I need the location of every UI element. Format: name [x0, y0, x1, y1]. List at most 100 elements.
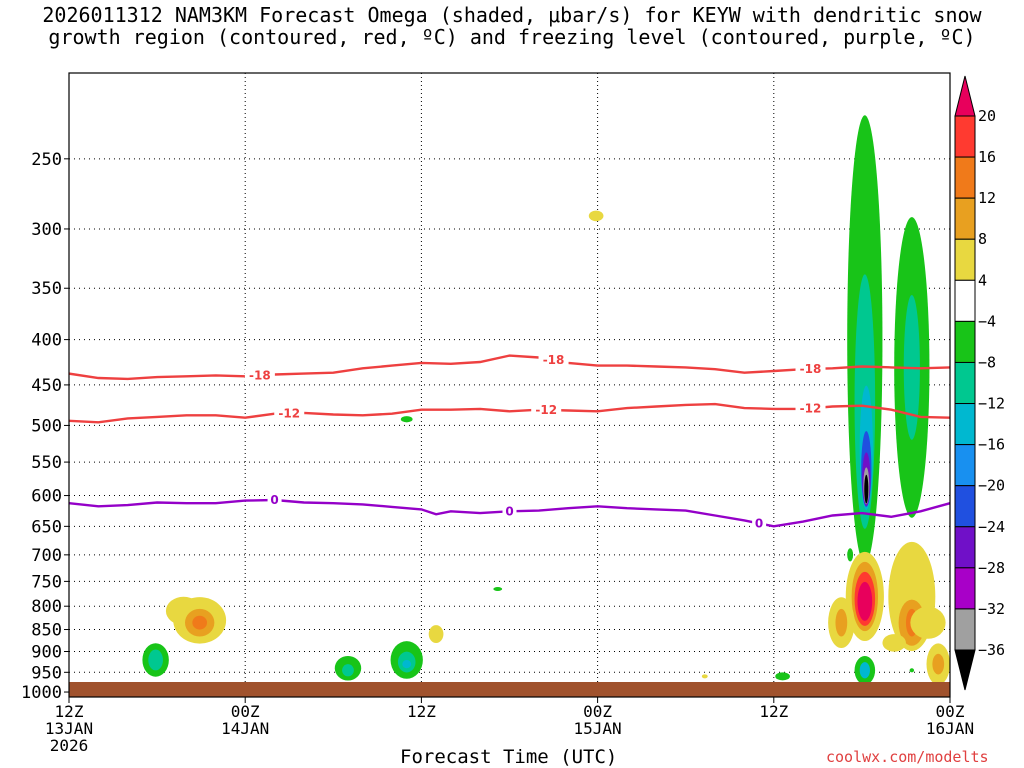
colorbar-label: −20: [978, 477, 1005, 495]
colorbar-label: −12: [978, 395, 1005, 413]
colorbar-label: 8: [978, 230, 987, 248]
ground-surface: [69, 682, 950, 697]
y-tick-label: 700: [31, 546, 62, 566]
omega-shade-cell: [192, 615, 208, 630]
omega-shade-cell: [864, 474, 869, 504]
contour-label: -12: [800, 401, 822, 415]
contour-label-bg: [267, 492, 282, 508]
colorbar-segment: [954, 485, 976, 528]
colorbar-label: 12: [978, 189, 996, 207]
omega-shade-cell: [835, 608, 848, 637]
y-tick-label: 850: [31, 621, 62, 641]
grid-lines: [68, 73, 951, 697]
y-tick-label: 550: [31, 453, 62, 473]
x-tick-label: 12Z: [407, 702, 436, 721]
omega-shade-cell: [461, 0, 505, 33]
contour-label: 0: [270, 493, 278, 507]
colorbar-label: 16: [978, 148, 996, 166]
x-tick-label: 14JAN: [221, 719, 269, 738]
contour-label: -18: [249, 368, 271, 382]
contour-label-bg: [795, 400, 826, 416]
y-tick-label: 500: [31, 416, 62, 436]
y-tick-label: 300: [31, 220, 62, 240]
omega-shade-cell: [910, 606, 946, 639]
y-tick-label: 350: [31, 279, 62, 299]
contour-label-bg: [274, 405, 305, 421]
y-tick-label: 400: [31, 331, 62, 351]
y-tick-label: 800: [31, 597, 62, 617]
colorbar-label: −24: [978, 518, 1005, 536]
colorbar-segment: [954, 115, 976, 158]
y-tick-label: 750: [31, 572, 62, 592]
x-tick-label: 00Z: [231, 702, 260, 721]
colorbar-label: −36: [978, 641, 1005, 659]
colorbar-segment: [954, 567, 976, 610]
contour-label-bg: [244, 367, 275, 383]
colorbar-cap-bottom: [954, 649, 976, 691]
contour-label: 0: [505, 504, 513, 518]
contour-label-bg: [752, 515, 767, 531]
omega-shade-cell: [416, 37, 431, 69]
omega-shade-cell: [857, 581, 873, 621]
omega-shade-cell: [932, 653, 945, 675]
omega-shade-cell: [859, 662, 870, 679]
x-tick-label: 12Z: [759, 702, 788, 721]
contour-label-bg: [795, 360, 826, 376]
chart-title-line2: growth region (contoured, red, ºC) and f…: [48, 25, 976, 49]
colorbar-label: −4: [978, 312, 996, 330]
contour-label-bg: [538, 352, 569, 368]
y-axis: 2503003504004505005506006507007508008509…: [21, 150, 69, 703]
colorbar-segment: [954, 361, 976, 405]
x-tick-label: 16JAN: [926, 719, 974, 738]
chart-title-line1: 2026011312 NAM3KM Forecast Omega (shaded…: [42, 3, 982, 27]
x-tick-label: 12Z: [55, 702, 84, 721]
y-tick-label: 650: [31, 517, 62, 537]
y-tick-label: 900: [31, 643, 62, 663]
colorbar-label: 4: [978, 271, 987, 289]
colorbar-segment: [954, 526, 976, 569]
colorbar-segment: [954, 320, 976, 363]
omega-shade-cell: [847, 548, 854, 562]
temperature-contours: -18 -18 -18 -12 -12 -12 0 0 0: [69, 352, 950, 531]
chart-title: 2026011312 NAM3KM Forecast Omega (shaded…: [0, 4, 1024, 48]
colorbar-segment: [954, 608, 976, 651]
contour-label: -12: [535, 403, 557, 417]
omega-shade-cell: [588, 210, 604, 222]
contour-label: 0: [755, 516, 763, 530]
omega-shade-cell: [428, 625, 444, 643]
omega-shade-cell: [148, 649, 163, 671]
x-tick-label: 15JAN: [574, 719, 622, 738]
omega-shade-cell: [882, 634, 906, 652]
colorbar-label: 20: [978, 107, 996, 125]
y-tick-label: 600: [31, 487, 62, 507]
y-tick-label: 450: [31, 376, 62, 396]
contour-label-bg: [531, 401, 562, 417]
colorbar-segment: [954, 279, 976, 322]
y-tick-label: 950: [31, 663, 62, 683]
colorbar: 20 16 12 8 4 −4 −8 −12 −16 −20 −24 −28 −32 −36: [954, 75, 1005, 691]
contour-label-bg: [502, 503, 517, 519]
credit-text: coolwx.com/modelts: [826, 748, 989, 766]
colorbar-label: −8: [978, 353, 996, 371]
y-tick-label: 250: [31, 150, 62, 170]
colorbar-cap-top: [954, 75, 976, 117]
colorbar-label: −28: [978, 559, 1005, 577]
omega-shade-cell: [775, 672, 790, 681]
omega-shade-cell: [342, 664, 354, 677]
contour-label: -18: [543, 353, 565, 367]
x-tick-label: 00Z: [583, 702, 612, 721]
x-tick-label: 2026: [50, 736, 89, 755]
omega-shading: [142, 0, 950, 685]
colorbar-segment: [954, 156, 976, 199]
omega-shade-cell: [909, 668, 915, 673]
contour-label: -18: [800, 362, 822, 376]
colorbar-segment: [954, 403, 976, 446]
colorbar-segment: [954, 197, 976, 240]
colorbar-label: −32: [978, 600, 1005, 618]
omega-shade-cell: [400, 416, 413, 423]
colorbar-label: −16: [978, 436, 1005, 454]
colorbar-segment: [954, 238, 976, 281]
x-tick-label: 00Z: [936, 702, 965, 721]
